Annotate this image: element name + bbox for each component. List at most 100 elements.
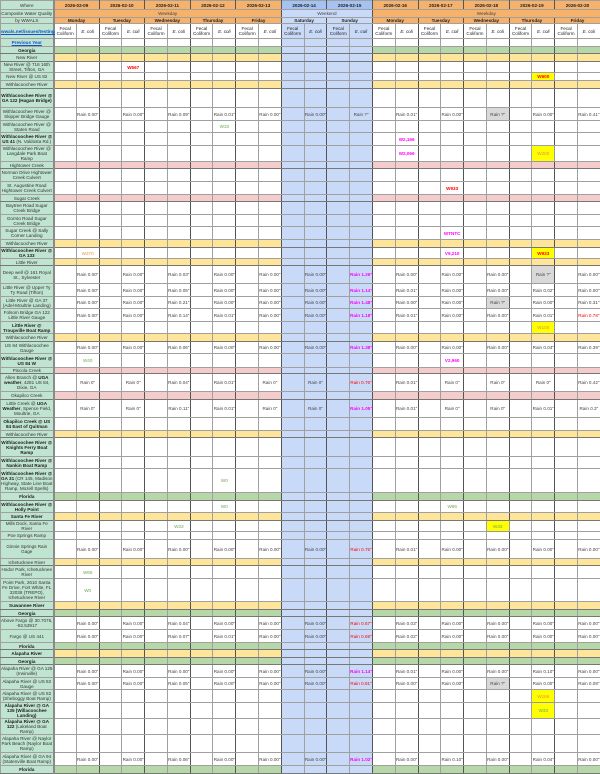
e-coli-cell[interactable] (395, 719, 418, 735)
fecal-coliform-cell[interactable] (281, 259, 304, 266)
e-coli-cell[interactable] (76, 162, 99, 169)
fecal-coliform-cell[interactable] (555, 418, 578, 431)
fecal-coliform-cell[interactable] (372, 678, 395, 690)
fecal-coliform-cell[interactable] (372, 342, 395, 354)
fecal-coliform-cell[interactable] (281, 566, 304, 579)
fecal-coliform-cell[interactable] (327, 566, 350, 579)
e-coli-cell[interactable] (532, 240, 555, 248)
fecal-coliform-cell[interactable] (327, 182, 350, 195)
e-coli-cell[interactable] (577, 602, 600, 610)
fecal-coliform-cell[interactable] (236, 62, 259, 73)
e-coli-cell[interactable]: Rain 0" (259, 400, 282, 418)
e-coli-cell[interactable]: Rain 0.00" (577, 540, 600, 559)
fecal-coliform-cell[interactable] (236, 579, 259, 602)
fecal-coliform-cell[interactable] (464, 431, 487, 438)
fecal-coliform-cell[interactable] (281, 248, 304, 259)
fecal-coliform-cell[interactable] (418, 469, 441, 493)
e-coli-cell[interactable] (486, 182, 509, 195)
e-coli-cell[interactable] (213, 610, 236, 617)
e-coli-cell[interactable] (350, 493, 373, 501)
fecal-coliform-cell[interactable] (236, 735, 259, 753)
fecal-coliform-cell[interactable] (281, 169, 304, 182)
fecal-coliform-cell[interactable] (281, 658, 304, 665)
e-coli-cell[interactable] (395, 392, 418, 400)
e-coli-cell[interactable] (395, 334, 418, 342)
fecal-coliform-cell[interactable] (555, 73, 578, 81)
e-coli-cell[interactable] (304, 650, 327, 658)
fecal-coliform-cell[interactable] (464, 334, 487, 342)
e-coli-cell[interactable]: W933 (532, 248, 555, 259)
e-coli-cell[interactable] (350, 54, 373, 62)
e-coli-cell[interactable] (76, 431, 99, 438)
fecal-coliform-cell[interactable] (327, 248, 350, 259)
e-coli-cell[interactable] (486, 735, 509, 753)
e-coli-cell[interactable]: W0 (213, 469, 236, 493)
fecal-coliform-cell[interactable] (54, 284, 77, 297)
e-coli-cell[interactable] (213, 513, 236, 521)
fecal-coliform-cell[interactable] (372, 54, 395, 62)
fecal-coliform-cell[interactable] (54, 146, 77, 162)
e-coli-cell[interactable] (76, 690, 99, 703)
fecal-coliform-cell[interactable] (372, 690, 395, 703)
e-coli-cell[interactable] (486, 719, 509, 735)
fecal-coliform-cell[interactable] (464, 121, 487, 133)
fecal-coliform-cell[interactable] (555, 643, 578, 650)
fecal-coliform-cell[interactable] (281, 753, 304, 766)
e-coli-cell[interactable]: Rain 0.00" (259, 540, 282, 559)
fecal-coliform-cell[interactable] (555, 334, 578, 342)
fecal-coliform-cell[interactable] (145, 579, 168, 602)
fecal-coliform-cell[interactable] (54, 658, 77, 665)
e-coli-cell[interactable] (532, 719, 555, 735)
e-coli-cell[interactable] (486, 248, 509, 259)
e-coli-cell[interactable]: Rain 0.00" (213, 284, 236, 297)
e-coli-cell[interactable] (213, 162, 236, 169)
fecal-coliform-cell[interactable] (555, 431, 578, 438)
testing-link[interactable]: wwals.net/issues/testing/ (1, 29, 56, 34)
fecal-coliform-cell[interactable] (236, 354, 259, 368)
fecal-coliform-cell[interactable] (236, 202, 259, 215)
e-coli-cell[interactable]: W33 (213, 121, 236, 133)
fecal-coliform-cell[interactable] (418, 108, 441, 121)
e-coli-cell[interactable] (304, 322, 327, 334)
e-coli-cell[interactable] (76, 322, 99, 334)
fecal-coliform-cell[interactable] (54, 169, 77, 182)
e-coli-cell[interactable]: Rain 0.00" (441, 630, 464, 643)
fecal-coliform-cell[interactable] (418, 513, 441, 521)
fecal-coliform-cell[interactable] (99, 753, 122, 766)
fecal-coliform-cell[interactable] (190, 665, 213, 678)
e-coli-cell[interactable]: Rain 0.21" (167, 297, 190, 309)
e-coli-cell[interactable] (441, 73, 464, 81)
e-coli-cell[interactable]: Rain 0.00" (122, 753, 145, 766)
e-coli-cell[interactable] (259, 559, 282, 566)
fecal-coliform-cell[interactable] (281, 354, 304, 368)
e-coli-cell[interactable]: Rain 0.00" (213, 617, 236, 630)
e-coli-cell[interactable] (76, 215, 99, 227)
fecal-coliform-cell[interactable] (555, 540, 578, 559)
e-coli-cell[interactable] (395, 89, 418, 108)
fecal-coliform-cell[interactable] (190, 457, 213, 469)
fecal-coliform-cell[interactable] (54, 133, 77, 146)
fecal-coliform-cell[interactable] (190, 334, 213, 342)
fecal-coliform-cell[interactable] (418, 81, 441, 89)
fecal-coliform-cell[interactable] (281, 521, 304, 532)
e-coli-cell[interactable]: Rain 0.00" (532, 108, 555, 121)
fecal-coliform-cell[interactable] (327, 73, 350, 81)
fecal-coliform-cell[interactable] (555, 753, 578, 766)
fecal-coliform-cell[interactable] (464, 73, 487, 81)
fecal-coliform-cell[interactable] (509, 227, 532, 240)
fecal-coliform-cell[interactable] (190, 240, 213, 248)
e-coli-cell[interactable] (76, 182, 99, 195)
fecal-coliform-cell[interactable] (190, 513, 213, 521)
e-coli-cell[interactable] (259, 719, 282, 735)
fecal-coliform-cell[interactable] (281, 400, 304, 418)
fecal-coliform-cell[interactable] (145, 309, 168, 322)
fecal-coliform-cell[interactable] (99, 162, 122, 169)
e-coli-cell[interactable]: Rain 0.75" (350, 540, 373, 559)
fecal-coliform-cell[interactable] (418, 169, 441, 182)
fecal-coliform-cell[interactable] (99, 493, 122, 501)
fecal-coliform-cell[interactable] (99, 227, 122, 240)
fecal-coliform-cell[interactable] (281, 630, 304, 643)
e-coli-cell[interactable] (122, 493, 145, 501)
e-coli-cell[interactable] (259, 469, 282, 493)
fecal-coliform-cell[interactable] (281, 540, 304, 559)
